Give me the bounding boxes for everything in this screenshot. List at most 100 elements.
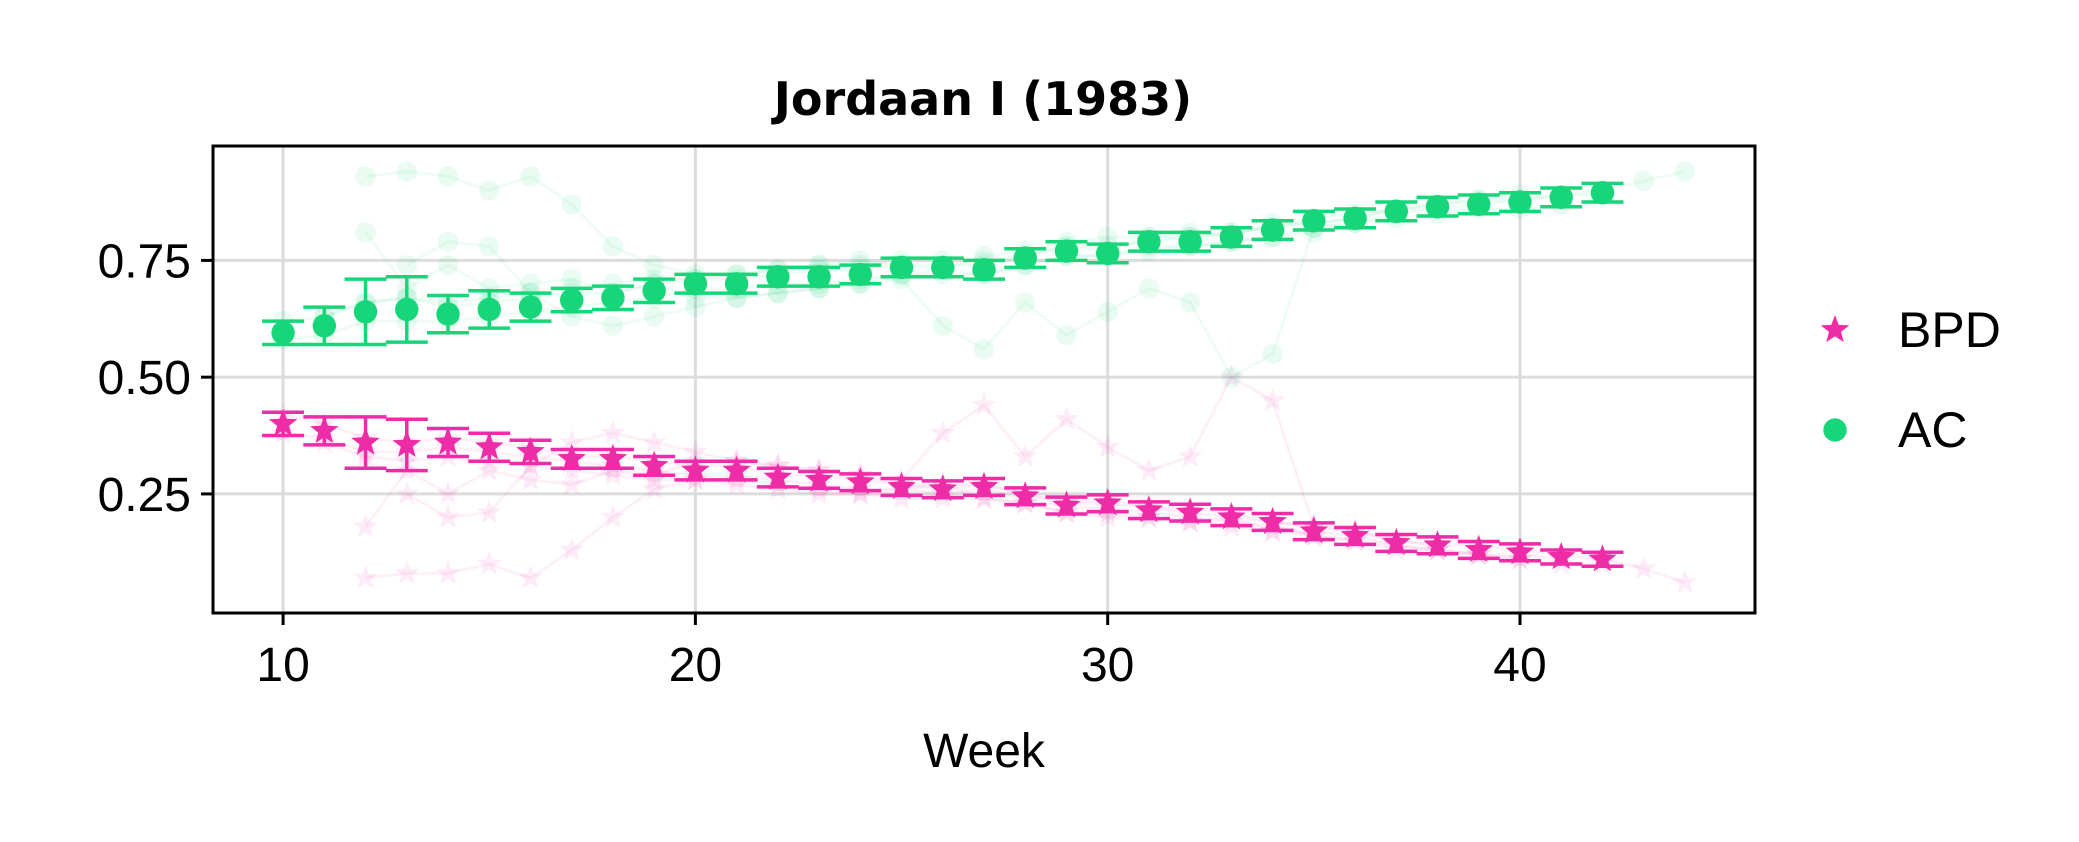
background-trace-point <box>353 565 378 589</box>
data-point <box>1219 225 1244 249</box>
background-trace-point <box>1095 434 1121 458</box>
data-point <box>433 427 463 455</box>
background-trace-point <box>476 499 502 524</box>
data-point <box>1302 209 1326 233</box>
data-point <box>271 321 295 345</box>
data-point <box>766 265 790 289</box>
data-point <box>972 258 996 282</box>
background-trace-point <box>435 560 461 584</box>
background-trace-point <box>355 222 376 243</box>
background-trace-point <box>1097 301 1118 322</box>
data-point <box>804 464 834 492</box>
data-point <box>889 255 914 280</box>
plot-frame <box>211 144 1757 615</box>
background-trace-point <box>602 236 624 257</box>
background-trace-point <box>520 166 541 187</box>
background-trace-point <box>806 480 832 505</box>
data-point <box>1505 537 1535 565</box>
background-trace-point <box>930 420 956 444</box>
data-point <box>1343 206 1367 231</box>
background-trace-point <box>559 537 585 561</box>
y-tick-label: 0.75 <box>98 235 191 288</box>
x-tick-label: 20 <box>669 639 722 692</box>
background-trace-point <box>600 420 626 444</box>
background-trace-point <box>683 438 708 463</box>
data-point <box>681 455 710 483</box>
background-trace-point <box>644 254 665 276</box>
background-trace-point <box>355 166 376 187</box>
data-point <box>846 467 875 495</box>
data-point <box>598 443 628 471</box>
background-trace-point <box>1262 343 1283 364</box>
x-tick-label: 10 <box>256 639 309 692</box>
data-point <box>1508 190 1532 214</box>
data-point <box>395 297 419 322</box>
data-point <box>477 297 501 322</box>
data-point <box>516 436 545 464</box>
series-bpd <box>262 408 1624 572</box>
background-trace-point <box>1674 161 1696 182</box>
background-trace-point <box>641 466 667 491</box>
data-point <box>683 272 708 296</box>
background-trace-point <box>559 471 585 496</box>
background-trace-point <box>561 194 582 215</box>
background-trace-point <box>1097 226 1118 248</box>
data-point <box>1260 218 1285 242</box>
background-trace-point <box>394 480 420 505</box>
background-trace-point <box>1177 443 1203 468</box>
data-point <box>557 443 586 471</box>
data-point <box>1178 230 1202 254</box>
background-trace-point <box>1631 555 1656 580</box>
background-trace-point <box>1221 367 1242 388</box>
background-trace-point <box>847 480 873 505</box>
data-point <box>1134 495 1164 523</box>
background-trace-point <box>1015 292 1036 313</box>
data-point <box>722 455 751 483</box>
data-point <box>763 462 793 490</box>
background-trace-point <box>479 278 500 299</box>
data-point <box>1258 506 1287 535</box>
data-point <box>351 427 380 455</box>
data-point <box>560 288 584 312</box>
data-point <box>724 272 749 296</box>
background-trace-point <box>1138 278 1160 299</box>
data-point <box>1299 516 1329 544</box>
data-point <box>1013 246 1037 270</box>
data-point <box>1588 544 1617 572</box>
background-trace-point <box>767 282 788 304</box>
background-trace-point <box>602 315 624 336</box>
background-trace-point <box>437 231 459 252</box>
data-point <box>475 432 504 460</box>
background-trace-point <box>476 551 502 575</box>
background-trace-point <box>973 339 995 360</box>
data-point <box>310 415 339 443</box>
data-point <box>1590 181 1615 205</box>
data-point <box>1137 230 1161 254</box>
y-tick-label: 0.25 <box>98 469 191 522</box>
background-trace-point <box>600 462 626 486</box>
series-layer <box>262 181 1624 572</box>
background-trace-point <box>394 560 420 584</box>
data-point <box>931 255 955 280</box>
background-trace-point <box>437 166 459 187</box>
data-point <box>848 262 873 287</box>
background-trace-point <box>559 429 585 454</box>
data-point <box>601 286 625 310</box>
background-trace-point <box>724 471 749 496</box>
background-trace-point <box>435 504 461 528</box>
data-point <box>1547 542 1576 570</box>
background-trace-point <box>644 306 665 327</box>
data-point <box>1467 192 1491 217</box>
data-point <box>1382 528 1411 556</box>
data-point <box>1423 530 1452 558</box>
background-trace-point <box>520 273 541 294</box>
background-trace-point <box>518 565 543 589</box>
background-trace-point <box>396 254 417 276</box>
axis-ticks: 10 20 30 40 0.25 0.50 0.75 <box>98 235 1547 692</box>
data-point <box>1095 241 1120 266</box>
data-point <box>969 471 999 499</box>
background-trace-point <box>889 485 914 510</box>
series-ac <box>262 181 1624 347</box>
background-trace-point <box>353 513 378 538</box>
